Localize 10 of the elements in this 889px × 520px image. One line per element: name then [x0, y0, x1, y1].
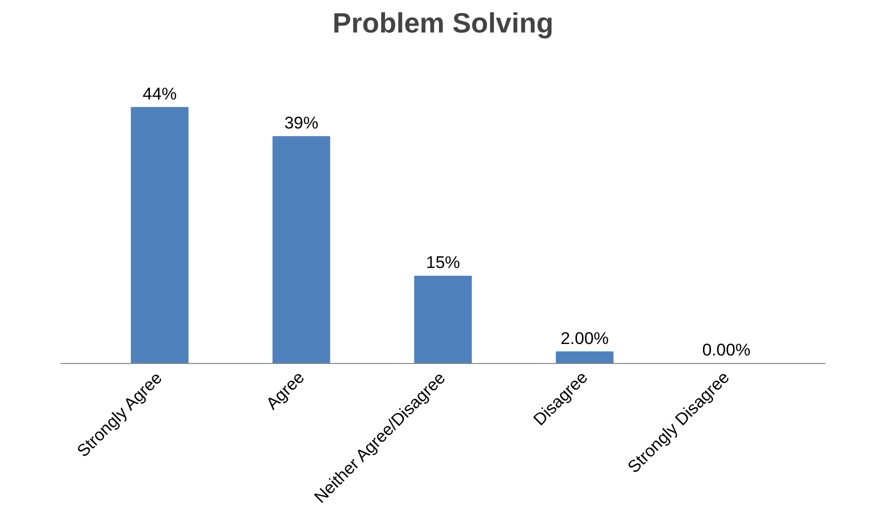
data-label: 39%: [284, 114, 318, 133]
bar: [272, 136, 330, 364]
data-label: 44%: [142, 84, 177, 104]
bar: [414, 276, 472, 364]
bar: [556, 351, 614, 364]
data-label: 0.00%: [702, 340, 750, 360]
bar: [130, 107, 188, 364]
chart-title: Problem Solving: [332, 8, 554, 38]
data-label: 15%: [426, 253, 460, 272]
data-label: 2.00%: [560, 328, 609, 348]
